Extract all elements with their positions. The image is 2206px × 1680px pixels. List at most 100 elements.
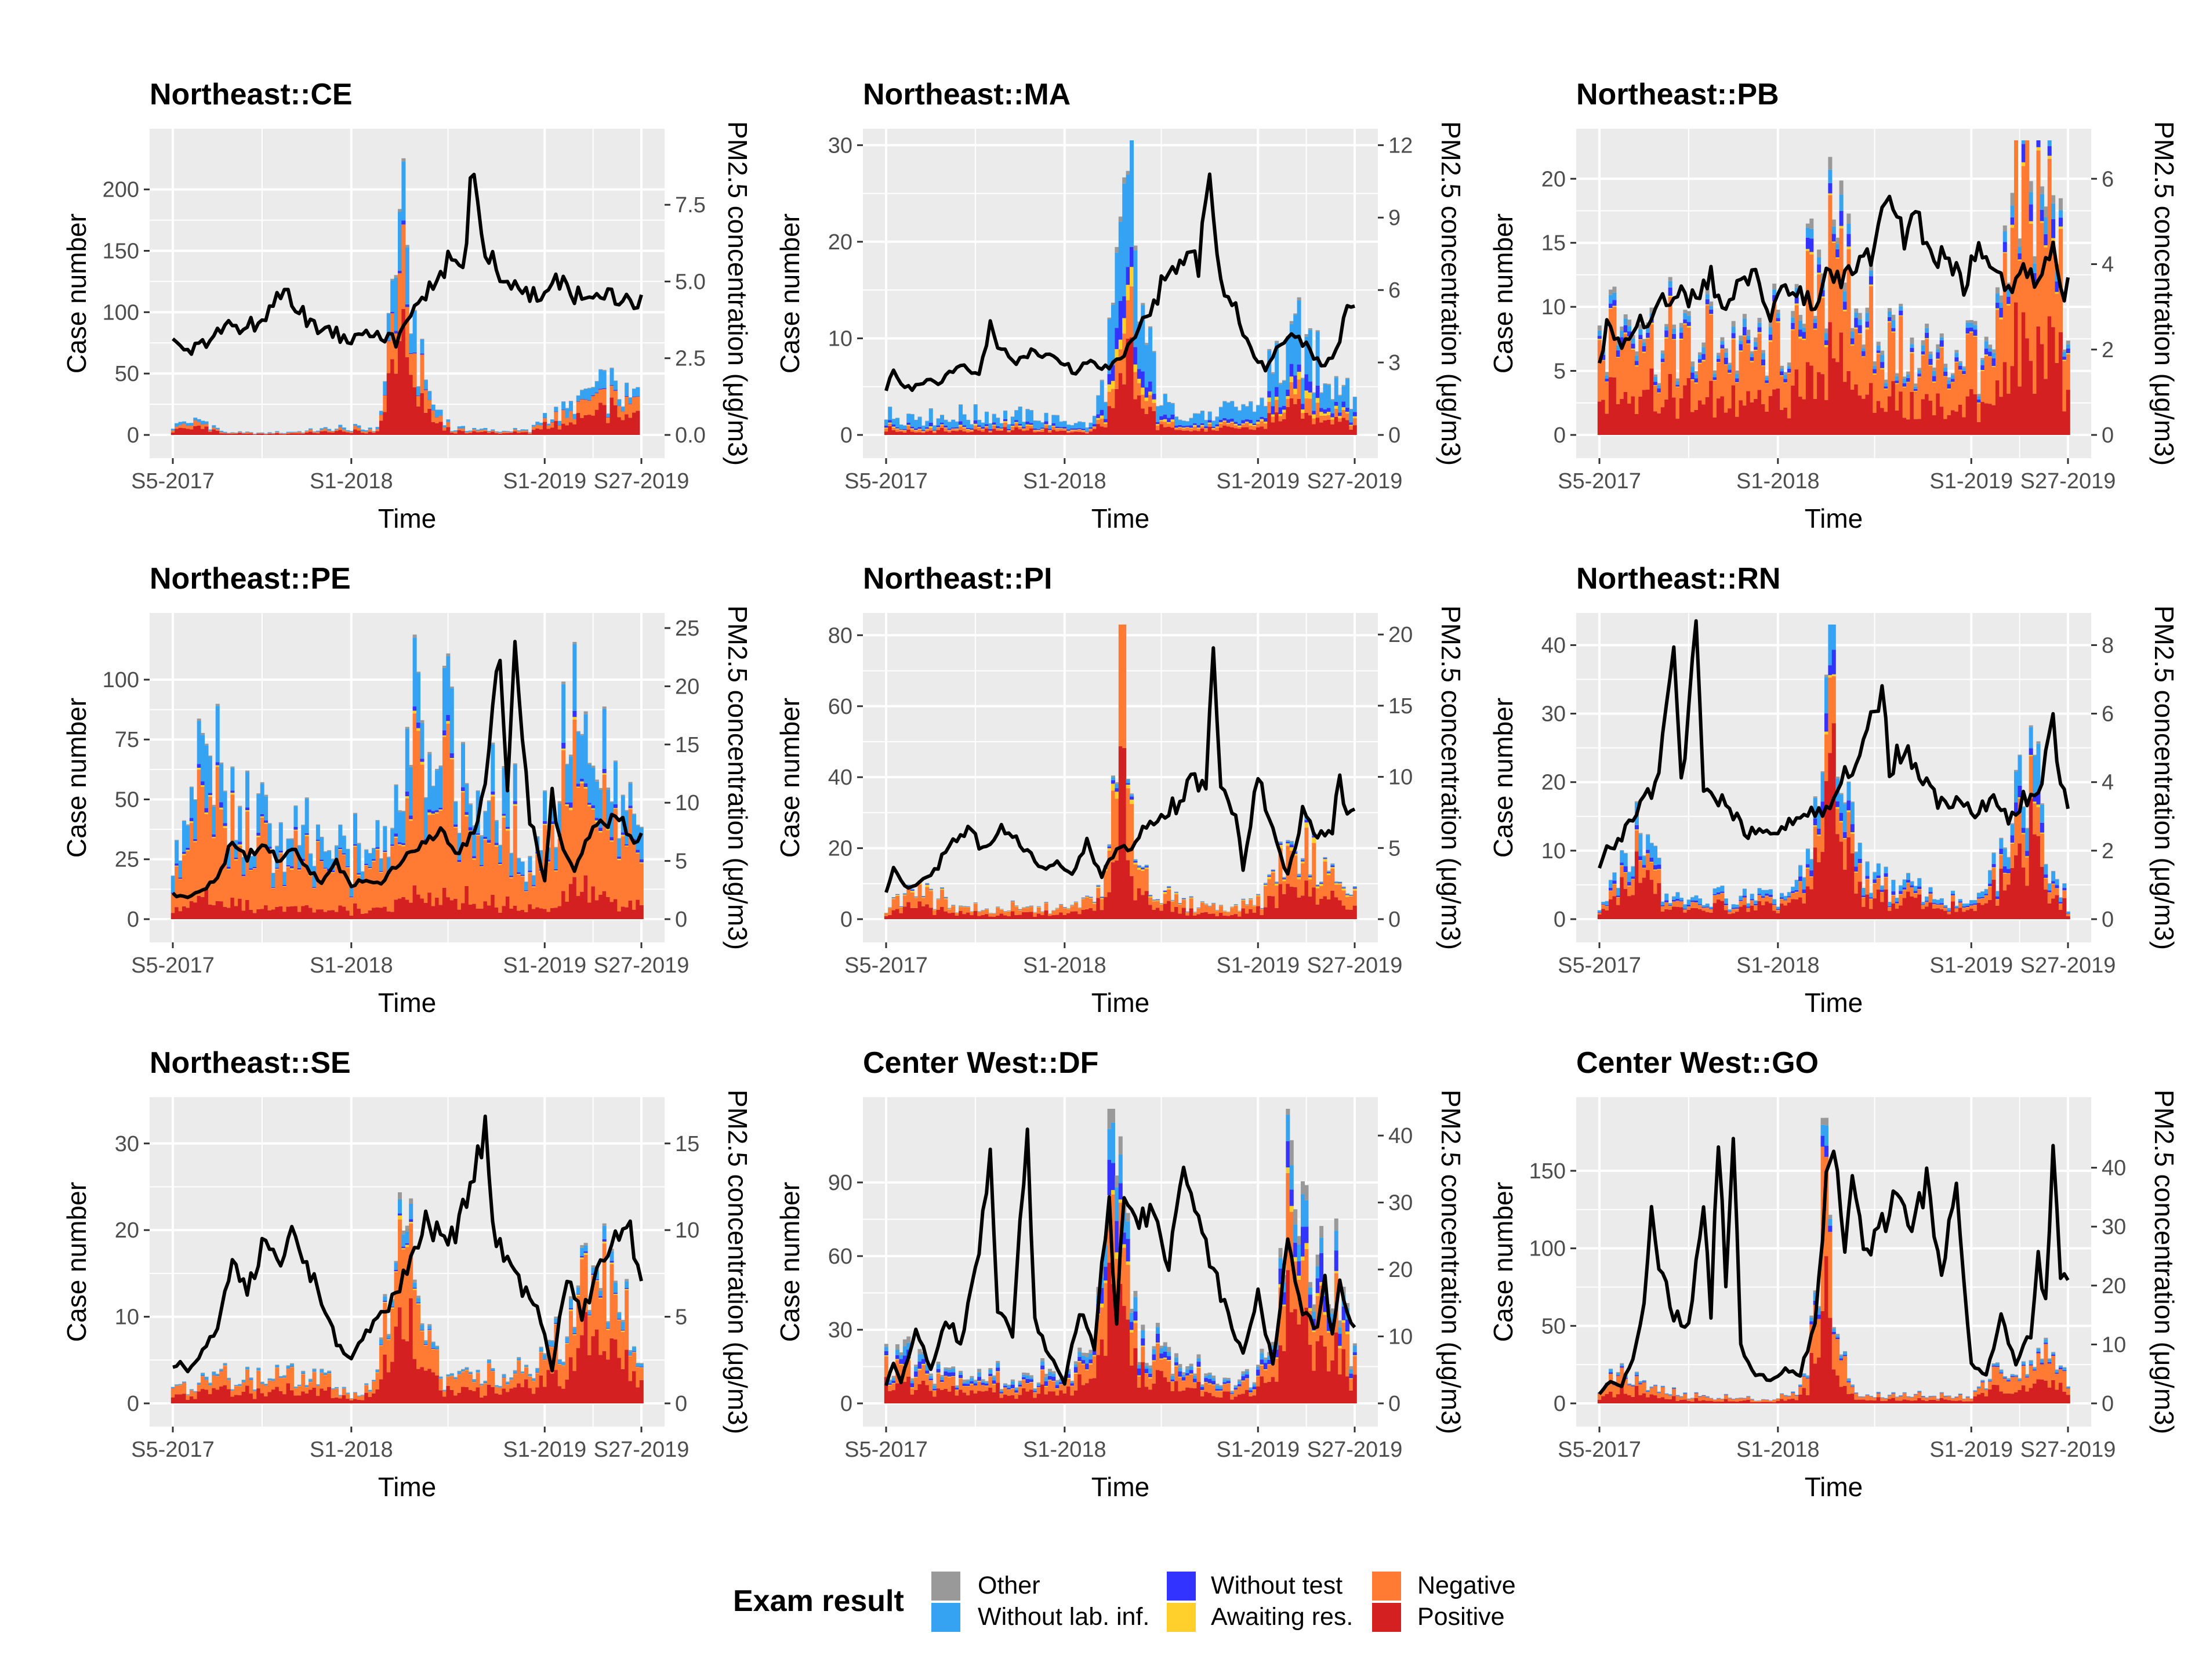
bar-segment-pos — [178, 427, 183, 435]
bar-segment-pos — [1193, 430, 1198, 435]
bar-segment-neg — [2007, 305, 2011, 394]
bar-segment-pos — [286, 906, 291, 919]
bar-segment-notest — [1326, 408, 1331, 412]
bar-segment-nolab — [372, 1380, 376, 1381]
bar-segment-nolab — [1958, 362, 1962, 366]
bar-segment-pos — [1794, 899, 1799, 919]
bar-segment-notest — [260, 814, 264, 817]
bar-segment-neg — [1107, 391, 1112, 407]
bar-segment-pos — [1122, 384, 1127, 435]
bar-segment-neg — [1776, 910, 1780, 913]
bar-segment-neg — [491, 796, 495, 895]
bar-segment-await — [984, 426, 989, 427]
bar-segment-pos — [1895, 908, 1899, 919]
bar-segment-neg — [583, 400, 588, 415]
bar-segment-other — [1222, 401, 1227, 402]
bar-segment-nolab — [1709, 306, 1714, 310]
bar-segment-await — [1765, 895, 1769, 897]
bar-segment-pos — [1813, 398, 1817, 435]
bar-segment-neg — [1988, 357, 1993, 404]
bar-segment-pos — [966, 912, 970, 919]
bar-segment-await — [910, 428, 915, 430]
bar-segment-pos — [1323, 420, 1327, 435]
bar-segment-pos — [1059, 430, 1064, 435]
bar-segment-neg — [1315, 888, 1320, 905]
bar-segment-nolab — [1627, 872, 1632, 882]
bar-segment-neg — [271, 888, 275, 910]
bar-segment-other — [1207, 411, 1212, 412]
bar-segment-nolab — [1620, 850, 1624, 863]
bar-segment-nolab — [480, 836, 484, 865]
bar-segment-other — [1962, 366, 1966, 368]
bar-segment-pos — [1976, 902, 1981, 919]
bar-segment-other — [230, 766, 235, 768]
bar-segment-neg — [1664, 902, 1669, 909]
bar-segment-neg — [320, 861, 324, 910]
bar-segment-neg — [405, 798, 409, 900]
bar-segment-neg — [476, 836, 480, 909]
bar-segment-notest — [1222, 418, 1227, 421]
bar-segment-pos — [2036, 326, 2041, 435]
bar-segment-neg — [357, 875, 361, 909]
bar-segment-await — [602, 773, 607, 775]
bar-segment-pos — [1241, 427, 1246, 435]
bar-segment-await — [1798, 881, 1803, 882]
bar-segment-neg — [1003, 912, 1008, 916]
bar-segment-nolab — [1218, 407, 1223, 420]
bar-segment-nolab — [531, 424, 536, 427]
bar-segment-nolab — [906, 414, 911, 423]
bar-segment-notest — [1780, 371, 1784, 376]
bar-segment-notest — [1010, 424, 1015, 426]
bar-segment-nolab — [170, 1387, 175, 1388]
bar-segment-notest — [1991, 358, 1996, 367]
bar-segment-pos — [1330, 890, 1335, 919]
bar-segment-other — [1111, 302, 1115, 305]
bar-segment-neg — [494, 431, 499, 433]
bar-segment-neg — [379, 872, 383, 908]
bar-segment-nolab — [286, 1366, 291, 1369]
bar-segment-await — [1623, 332, 1628, 334]
bar-segment-nolab — [1323, 384, 1327, 409]
bar-segment-pos — [2025, 886, 2030, 919]
bar-segment-nolab — [568, 401, 573, 411]
bar-segment-pos — [568, 422, 573, 435]
bar-segment-neg — [1010, 426, 1015, 430]
bar-segment-neg — [293, 830, 298, 906]
bar-segment-nolab — [959, 404, 963, 422]
bar-segment-pos — [914, 908, 919, 919]
bar-segment-nolab — [1936, 349, 1940, 353]
bar-segment-await — [1757, 332, 1762, 334]
bar-segment-neg — [420, 354, 424, 393]
bar-segment-pos — [1167, 901, 1171, 919]
bar-segment-nolab — [2066, 911, 2070, 914]
bar-segment-await — [1193, 424, 1198, 427]
bar-segment-nolab — [2007, 288, 2011, 297]
bar-segment-notest — [1906, 880, 1911, 883]
bar-segment-notest — [1817, 264, 1822, 273]
bar-segment-other — [1995, 287, 2000, 293]
bar-segment-notest — [1244, 419, 1249, 422]
bar-segment-nolab — [617, 399, 622, 406]
bar-segment-other — [1754, 337, 1758, 342]
bar-segment-neg — [1735, 382, 1740, 417]
bar-segment-notest — [561, 743, 566, 749]
bar-segment-pos — [278, 906, 283, 919]
bar-segment-pos — [1995, 380, 2000, 435]
bar-segment-pos — [594, 409, 599, 435]
bar-segment-neg — [1341, 409, 1346, 418]
bar-segment-other — [628, 397, 633, 398]
bar-segment-nolab — [364, 1383, 369, 1385]
bar-segment-await — [275, 1367, 280, 1368]
bar-segment-notest — [617, 405, 622, 407]
bar-segment-neg — [189, 1390, 194, 1396]
bar-segment-pos — [476, 432, 480, 435]
bar-segment-neg — [1238, 911, 1242, 917]
bar-segment-notest — [201, 781, 205, 785]
bar-segment-notest — [186, 847, 190, 850]
bar-segment-notest — [301, 858, 306, 862]
bar-segment-notest — [1627, 881, 1632, 886]
bar-segment-neg — [505, 431, 510, 433]
bar-segment-pos — [278, 434, 283, 435]
bar-segment-notest — [1895, 901, 1899, 904]
y-tick-label-left: 10 — [828, 326, 852, 351]
